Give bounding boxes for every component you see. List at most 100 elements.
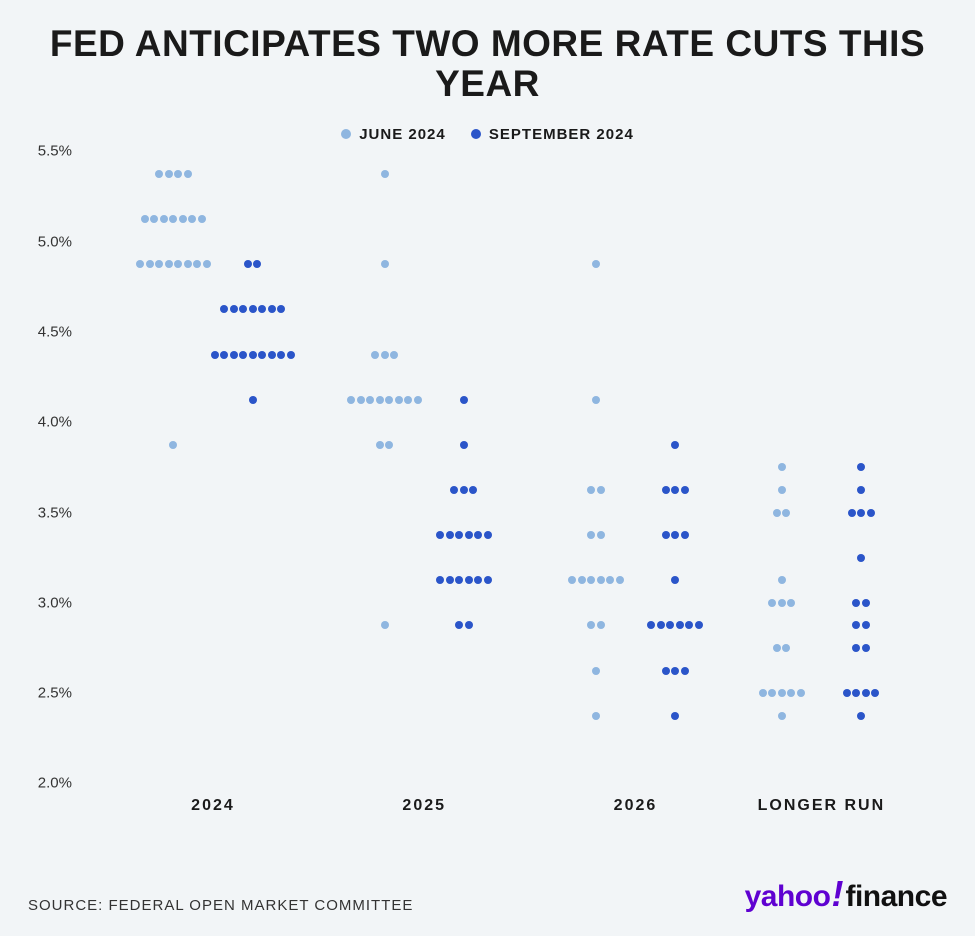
dot (587, 531, 595, 539)
dot (484, 576, 492, 584)
dot (616, 576, 624, 584)
dot (239, 351, 247, 359)
dot (857, 554, 865, 562)
dot (460, 441, 468, 449)
dot (848, 509, 856, 517)
dot (671, 712, 679, 720)
dot (385, 396, 393, 404)
x-axis: 202420252026LONGER RUN (82, 783, 927, 823)
dot (465, 576, 473, 584)
dot (852, 689, 860, 697)
dot (174, 260, 182, 268)
dot (390, 351, 398, 359)
dot (778, 689, 786, 697)
legend: JUNE 2024 SEPTEMBER 2024 (28, 126, 947, 144)
dot (203, 260, 211, 268)
dot (852, 644, 860, 652)
dot (797, 689, 805, 697)
dot (647, 621, 655, 629)
dot (381, 170, 389, 178)
dot (685, 621, 693, 629)
dot (258, 351, 266, 359)
dot (239, 305, 247, 313)
dot (681, 531, 689, 539)
dot (366, 396, 374, 404)
dot (474, 576, 482, 584)
y-tick-label: 2.5% (38, 685, 82, 702)
legend-label-june: JUNE 2024 (359, 126, 446, 143)
dot (188, 215, 196, 223)
legend-swatch-sept (471, 129, 481, 139)
dot (778, 576, 786, 584)
dot (277, 305, 285, 313)
dot (184, 260, 192, 268)
dot (768, 689, 776, 697)
dot (787, 689, 795, 697)
dot (597, 576, 605, 584)
dot (657, 621, 665, 629)
dot (597, 486, 605, 494)
y-tick-label: 3.0% (38, 594, 82, 611)
x-tick-label: 2025 (402, 797, 446, 815)
logo-finance-text: finance (845, 880, 947, 914)
dot (450, 486, 458, 494)
dot (385, 441, 393, 449)
dot (662, 531, 670, 539)
dot (287, 351, 295, 359)
dot (474, 531, 482, 539)
chart-page: { "title": "FED ANTICIPATES TWO MORE RAT… (0, 0, 975, 936)
dot (160, 215, 168, 223)
dot (857, 509, 865, 517)
dot (782, 644, 790, 652)
dot (484, 531, 492, 539)
dot (768, 599, 776, 607)
logo-yahoo-text: yahoo (745, 880, 831, 914)
dot (249, 396, 257, 404)
dot (587, 621, 595, 629)
dot (465, 621, 473, 629)
y-tick-label: 2.0% (38, 775, 82, 792)
dot (179, 215, 187, 223)
dot (211, 351, 219, 359)
dot (662, 667, 670, 675)
dot (258, 305, 266, 313)
dot (843, 689, 851, 697)
dot (862, 599, 870, 607)
dot (778, 599, 786, 607)
dot (277, 351, 285, 359)
dot (249, 351, 257, 359)
dot (230, 351, 238, 359)
dot (193, 260, 201, 268)
dot (681, 486, 689, 494)
dot (136, 260, 144, 268)
dot (376, 441, 384, 449)
dot (695, 621, 703, 629)
dot (381, 621, 389, 629)
legend-label-sept: SEPTEMBER 2024 (489, 126, 634, 143)
dot (778, 712, 786, 720)
y-tick-label: 4.0% (38, 414, 82, 431)
dot (778, 486, 786, 494)
dot (455, 531, 463, 539)
x-tick-label: 2026 (614, 797, 658, 815)
dot (469, 486, 477, 494)
yahoo-finance-logo: yahoo!finance (745, 880, 947, 914)
dot (268, 305, 276, 313)
logo-bang: ! (831, 880, 843, 909)
dot (867, 509, 875, 517)
dot (578, 576, 586, 584)
dot (404, 396, 412, 404)
dot (446, 531, 454, 539)
y-tick-label: 5.0% (38, 233, 82, 250)
dot (347, 396, 355, 404)
dot (455, 621, 463, 629)
dot (671, 441, 679, 449)
dot (787, 599, 795, 607)
dot (676, 621, 684, 629)
dot (852, 599, 860, 607)
dot (198, 215, 206, 223)
dot (671, 576, 679, 584)
dot (249, 305, 257, 313)
dot (455, 576, 463, 584)
dot (436, 531, 444, 539)
